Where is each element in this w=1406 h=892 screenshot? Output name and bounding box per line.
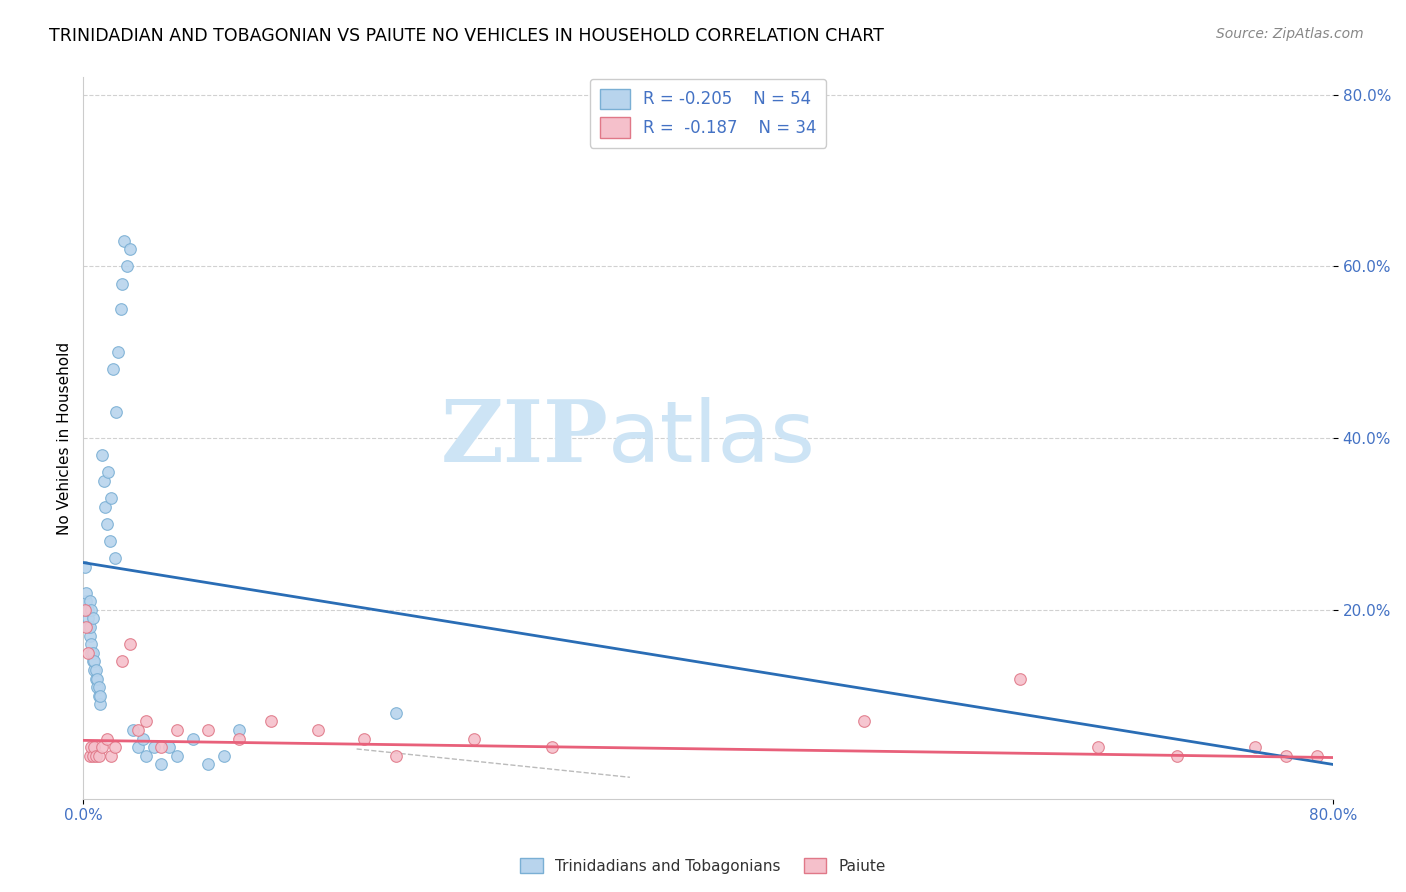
Point <box>120 637 142 651</box>
Point <box>260 714 283 729</box>
Point <box>228 723 250 737</box>
Point <box>111 654 134 668</box>
Point <box>353 731 375 746</box>
Point <box>181 731 204 746</box>
Point <box>84 672 107 686</box>
Point <box>98 534 121 549</box>
Point <box>228 731 250 746</box>
Point <box>93 474 115 488</box>
Point <box>384 748 406 763</box>
Point <box>75 620 97 634</box>
Point <box>1087 740 1109 755</box>
Point <box>105 405 128 419</box>
Point <box>101 362 124 376</box>
Point <box>1010 672 1032 686</box>
Point <box>89 698 111 712</box>
Text: Source: ZipAtlas.com: Source: ZipAtlas.com <box>1216 27 1364 41</box>
Point <box>87 748 110 763</box>
Point <box>80 740 103 755</box>
Point <box>1275 748 1298 763</box>
Point <box>86 680 108 694</box>
Point <box>1306 748 1329 763</box>
Point <box>97 466 120 480</box>
Point <box>91 740 114 755</box>
Point <box>84 663 107 677</box>
Text: TRINIDADIAN AND TOBAGONIAN VS PAIUTE NO VEHICLES IN HOUSEHOLD CORRELATION CHART: TRINIDADIAN AND TOBAGONIAN VS PAIUTE NO … <box>49 27 884 45</box>
Point <box>77 603 100 617</box>
Point <box>150 740 173 755</box>
Point <box>87 680 110 694</box>
Point <box>84 748 107 763</box>
Point <box>540 740 562 755</box>
Point <box>79 748 101 763</box>
Point <box>96 516 118 531</box>
Point <box>75 585 97 599</box>
Point <box>307 723 329 737</box>
Point <box>157 740 180 755</box>
Point <box>77 611 100 625</box>
Point <box>127 740 149 755</box>
Point <box>853 714 876 729</box>
Point <box>91 448 114 462</box>
Point <box>82 646 104 660</box>
Point <box>103 551 125 566</box>
Point <box>89 689 111 703</box>
Point <box>1166 748 1188 763</box>
Point <box>79 594 101 608</box>
Point <box>131 731 153 746</box>
Text: atlas: atlas <box>607 397 815 480</box>
Point <box>100 491 122 506</box>
Text: ZIP: ZIP <box>440 396 607 480</box>
Point <box>87 689 110 703</box>
Point <box>166 748 188 763</box>
Point <box>73 603 96 617</box>
Point <box>135 714 157 729</box>
Point <box>77 646 100 660</box>
Point <box>166 723 188 737</box>
Point <box>80 637 103 651</box>
Point <box>79 620 101 634</box>
Point <box>120 242 142 256</box>
Point <box>127 723 149 737</box>
Point <box>80 603 103 617</box>
Legend: Trinidadians and Tobagonians, Paiute: Trinidadians and Tobagonians, Paiute <box>513 852 893 880</box>
Point <box>79 629 101 643</box>
Point <box>197 723 219 737</box>
Point <box>212 748 235 763</box>
Point <box>96 731 118 746</box>
Legend: R = -0.205    N = 54, R =  -0.187    N = 34: R = -0.205 N = 54, R = -0.187 N = 34 <box>589 78 827 147</box>
Point <box>463 731 485 746</box>
Point <box>103 740 125 755</box>
Point <box>111 277 134 291</box>
Point <box>83 654 105 668</box>
Point <box>82 748 104 763</box>
Point <box>122 723 145 737</box>
Point <box>135 748 157 763</box>
Point <box>82 654 104 668</box>
Point <box>112 234 135 248</box>
Point <box>150 757 173 772</box>
Point <box>83 740 105 755</box>
Point <box>75 594 97 608</box>
Point <box>82 611 104 625</box>
Point <box>384 706 406 720</box>
Point <box>73 560 96 574</box>
Point <box>94 500 117 514</box>
Point <box>107 345 129 359</box>
Point <box>197 757 219 772</box>
Point <box>1243 740 1265 755</box>
Point <box>83 663 105 677</box>
Point <box>115 260 138 274</box>
Point <box>77 620 100 634</box>
Point <box>110 302 132 317</box>
Point <box>142 740 165 755</box>
Point <box>86 672 108 686</box>
Y-axis label: No Vehicles in Household: No Vehicles in Household <box>58 342 72 534</box>
Point <box>100 748 122 763</box>
Point <box>80 646 103 660</box>
